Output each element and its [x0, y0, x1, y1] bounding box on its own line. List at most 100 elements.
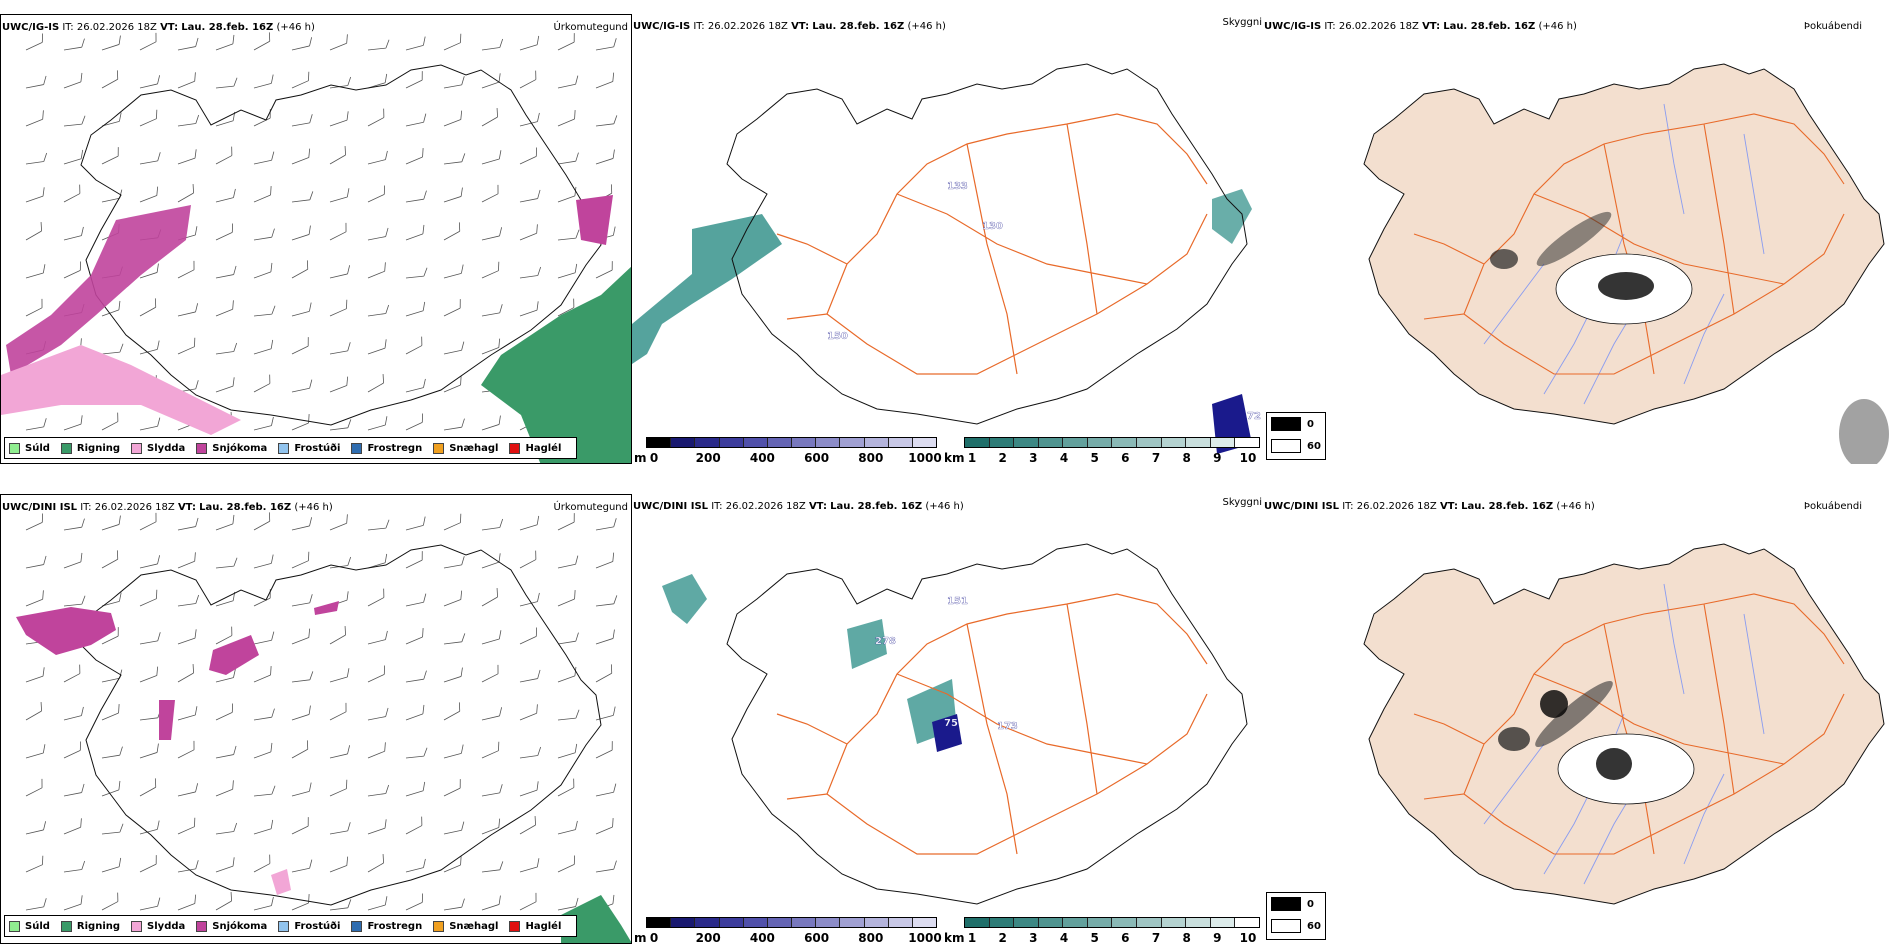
legend-swatch: [351, 442, 363, 454]
header-line: UWC/DINI ISL IT: 26.02.2026 18Z VT: Lau.…: [633, 501, 964, 512]
wind-barb: [177, 303, 199, 317]
colorbar-bin: [767, 438, 793, 447]
colorbar-bin: [719, 438, 744, 447]
vt-value: Lau. 28.feb. 16Z: [1443, 21, 1536, 32]
legend-swatch: [509, 920, 521, 932]
colorbar-bin: [1038, 438, 1064, 447]
wind-barb: [367, 896, 388, 911]
wind-barb: [177, 184, 194, 203]
legend-item: Slydda: [131, 442, 185, 454]
colorbar-bin: [1186, 918, 1211, 927]
wind-barb: [215, 668, 236, 683]
legend-swatch: [196, 920, 208, 932]
legend-label: Frostregn: [367, 920, 423, 932]
fog-legend-row: 0: [1271, 897, 1314, 911]
wind-barb: [443, 856, 462, 873]
colorbar-bin: [1161, 918, 1187, 927]
legend-swatch: [60, 920, 72, 932]
wind-barb: [367, 742, 386, 759]
legend-swatch: [509, 442, 521, 454]
wind-barb: [405, 190, 427, 203]
wind-barb: [253, 554, 274, 569]
colorbar-tick: 0: [649, 931, 659, 944]
colorbar-bin: [1210, 918, 1236, 927]
wind-barb: [101, 892, 119, 911]
it-value: 26.02.2026 18Z: [94, 502, 175, 513]
colorbar-bin: [743, 918, 768, 927]
colorbar-unit: km: [944, 931, 965, 944]
wind-barbs: [25, 512, 618, 911]
wind-barb: [367, 339, 387, 355]
cloud-base-colorbar: m 0 200 400 600 800 1000: [634, 437, 942, 464]
wind-barb: [329, 376, 349, 393]
wind-barb: [405, 71, 423, 89]
vt-value: Lau. 28.feb. 16Z: [1461, 501, 1554, 512]
model-name: UWC/DINI ISL: [1264, 501, 1340, 512]
wind-barb: [25, 855, 44, 873]
wind-barb: [63, 518, 85, 531]
fog-legend: 0 60: [1266, 892, 1326, 940]
wind-barb: [25, 667, 45, 683]
wind-barb: [25, 821, 47, 835]
legend-item: Rigning: [60, 920, 120, 932]
fog-dark-1: [1598, 272, 1654, 300]
colorbar-tick: 1000: [908, 931, 942, 944]
legend-swatch: [9, 920, 20, 932]
wind-barb: [291, 225, 311, 241]
wind-barb: [291, 379, 313, 393]
it-value: 26.02.2026 18Z: [1356, 501, 1437, 512]
wind-barb: [253, 262, 273, 279]
wind-barb: [139, 512, 157, 531]
wind-barb: [481, 630, 502, 645]
colorbar-tick: 8: [1182, 931, 1191, 944]
legend-label: Rigning: [76, 442, 121, 454]
wind-barb: [481, 108, 498, 127]
sleet-area: [271, 869, 291, 895]
colorbar-bin: [840, 438, 865, 447]
wind-barb: [519, 858, 540, 873]
colorbar-bin: [695, 438, 720, 447]
wind-barb: [139, 186, 159, 203]
fog-legend-swatch: [1271, 897, 1301, 911]
wind-barb: [177, 740, 195, 759]
wind-barb: [481, 338, 501, 355]
fog-dark-2: [1536, 211, 1612, 267]
wind-barb: [25, 264, 46, 279]
colorbar-bin: [1063, 918, 1088, 927]
wind-barb: [329, 779, 348, 797]
wind-barb: [367, 416, 388, 431]
panel-title: Skyggni: [1222, 17, 1262, 28]
legend-swatch: [9, 442, 20, 454]
legend-swatch: [433, 442, 445, 454]
wind-barb: [253, 742, 273, 759]
wind-barb: [481, 304, 503, 317]
wind-barb: [215, 703, 233, 721]
fog-legend-swatch: [1271, 439, 1301, 453]
wind-barb: [177, 706, 198, 721]
wind-barb: [443, 222, 461, 241]
colorbar-bin: [1186, 438, 1211, 447]
colorbar-tick: 1: [967, 931, 977, 944]
wind-barb: [101, 35, 121, 51]
colorbar-tick: 7: [1151, 451, 1161, 464]
wind-barb: [253, 416, 274, 431]
wind-barb: [139, 589, 158, 607]
it-value: 26.02.2026 18Z: [707, 21, 788, 32]
wind-barbs: [25, 32, 618, 431]
colorbar-tick: 1: [967, 451, 977, 464]
colorbar-bin: [671, 918, 696, 927]
wind-barb: [557, 513, 575, 531]
wind-barb: [557, 666, 577, 683]
precip-map-bottom: [16, 512, 631, 943]
wind-barb: [63, 860, 86, 873]
colorbar-tick: 600: [804, 451, 830, 464]
colorbar-strip: [964, 437, 1260, 448]
wind-barb: [367, 108, 385, 127]
wind-barb: [177, 72, 196, 89]
wind-barb: [177, 860, 199, 873]
wind-barb: [519, 627, 537, 645]
vt-label: VT:: [791, 21, 810, 32]
panel-title: Úrkomutegund: [553, 502, 628, 513]
wind-barb: [443, 590, 463, 607]
road-network: [1413, 113, 1845, 375]
